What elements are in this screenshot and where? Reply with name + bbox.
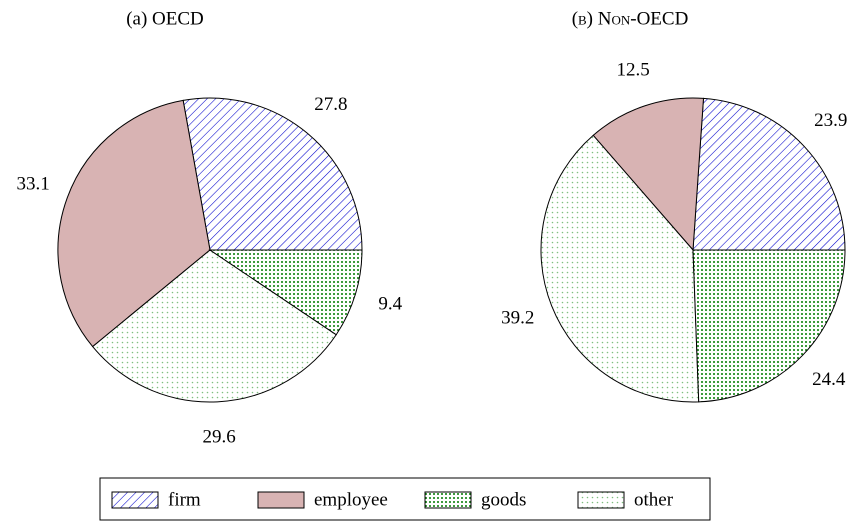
legend-swatch <box>424 491 472 509</box>
pie-slice <box>91 249 337 403</box>
legend-label: other <box>634 489 674 510</box>
slice-label: 39.2 <box>501 308 534 329</box>
slice-label: 29.6 <box>203 427 236 448</box>
pie-slice <box>208 249 363 336</box>
legend-swatch <box>111 491 159 509</box>
legend-swatch <box>577 491 625 509</box>
pie-slice <box>692 249 846 403</box>
legend-label: firm <box>168 489 201 510</box>
slice-label: 24.4 <box>812 369 846 390</box>
pie-slice <box>182 97 363 251</box>
pie-slice <box>592 97 705 252</box>
pie-slice <box>540 134 700 403</box>
slice-label: 33.1 <box>16 173 49 194</box>
legend-label: goods <box>481 489 526 510</box>
legend-swatch <box>257 491 305 509</box>
chart-title: (b) Non-OECD <box>572 8 689 29</box>
legend-label: employee <box>314 489 388 510</box>
slice-label: 27.8 <box>314 94 347 115</box>
chart-title: (a) OECD <box>126 8 204 29</box>
pie-slice <box>57 99 211 348</box>
slice-label: 12.5 <box>616 60 649 81</box>
pie-slice <box>692 97 846 251</box>
slice-label: 9.4 <box>378 293 402 314</box>
slice-label: 23.9 <box>814 110 847 131</box>
